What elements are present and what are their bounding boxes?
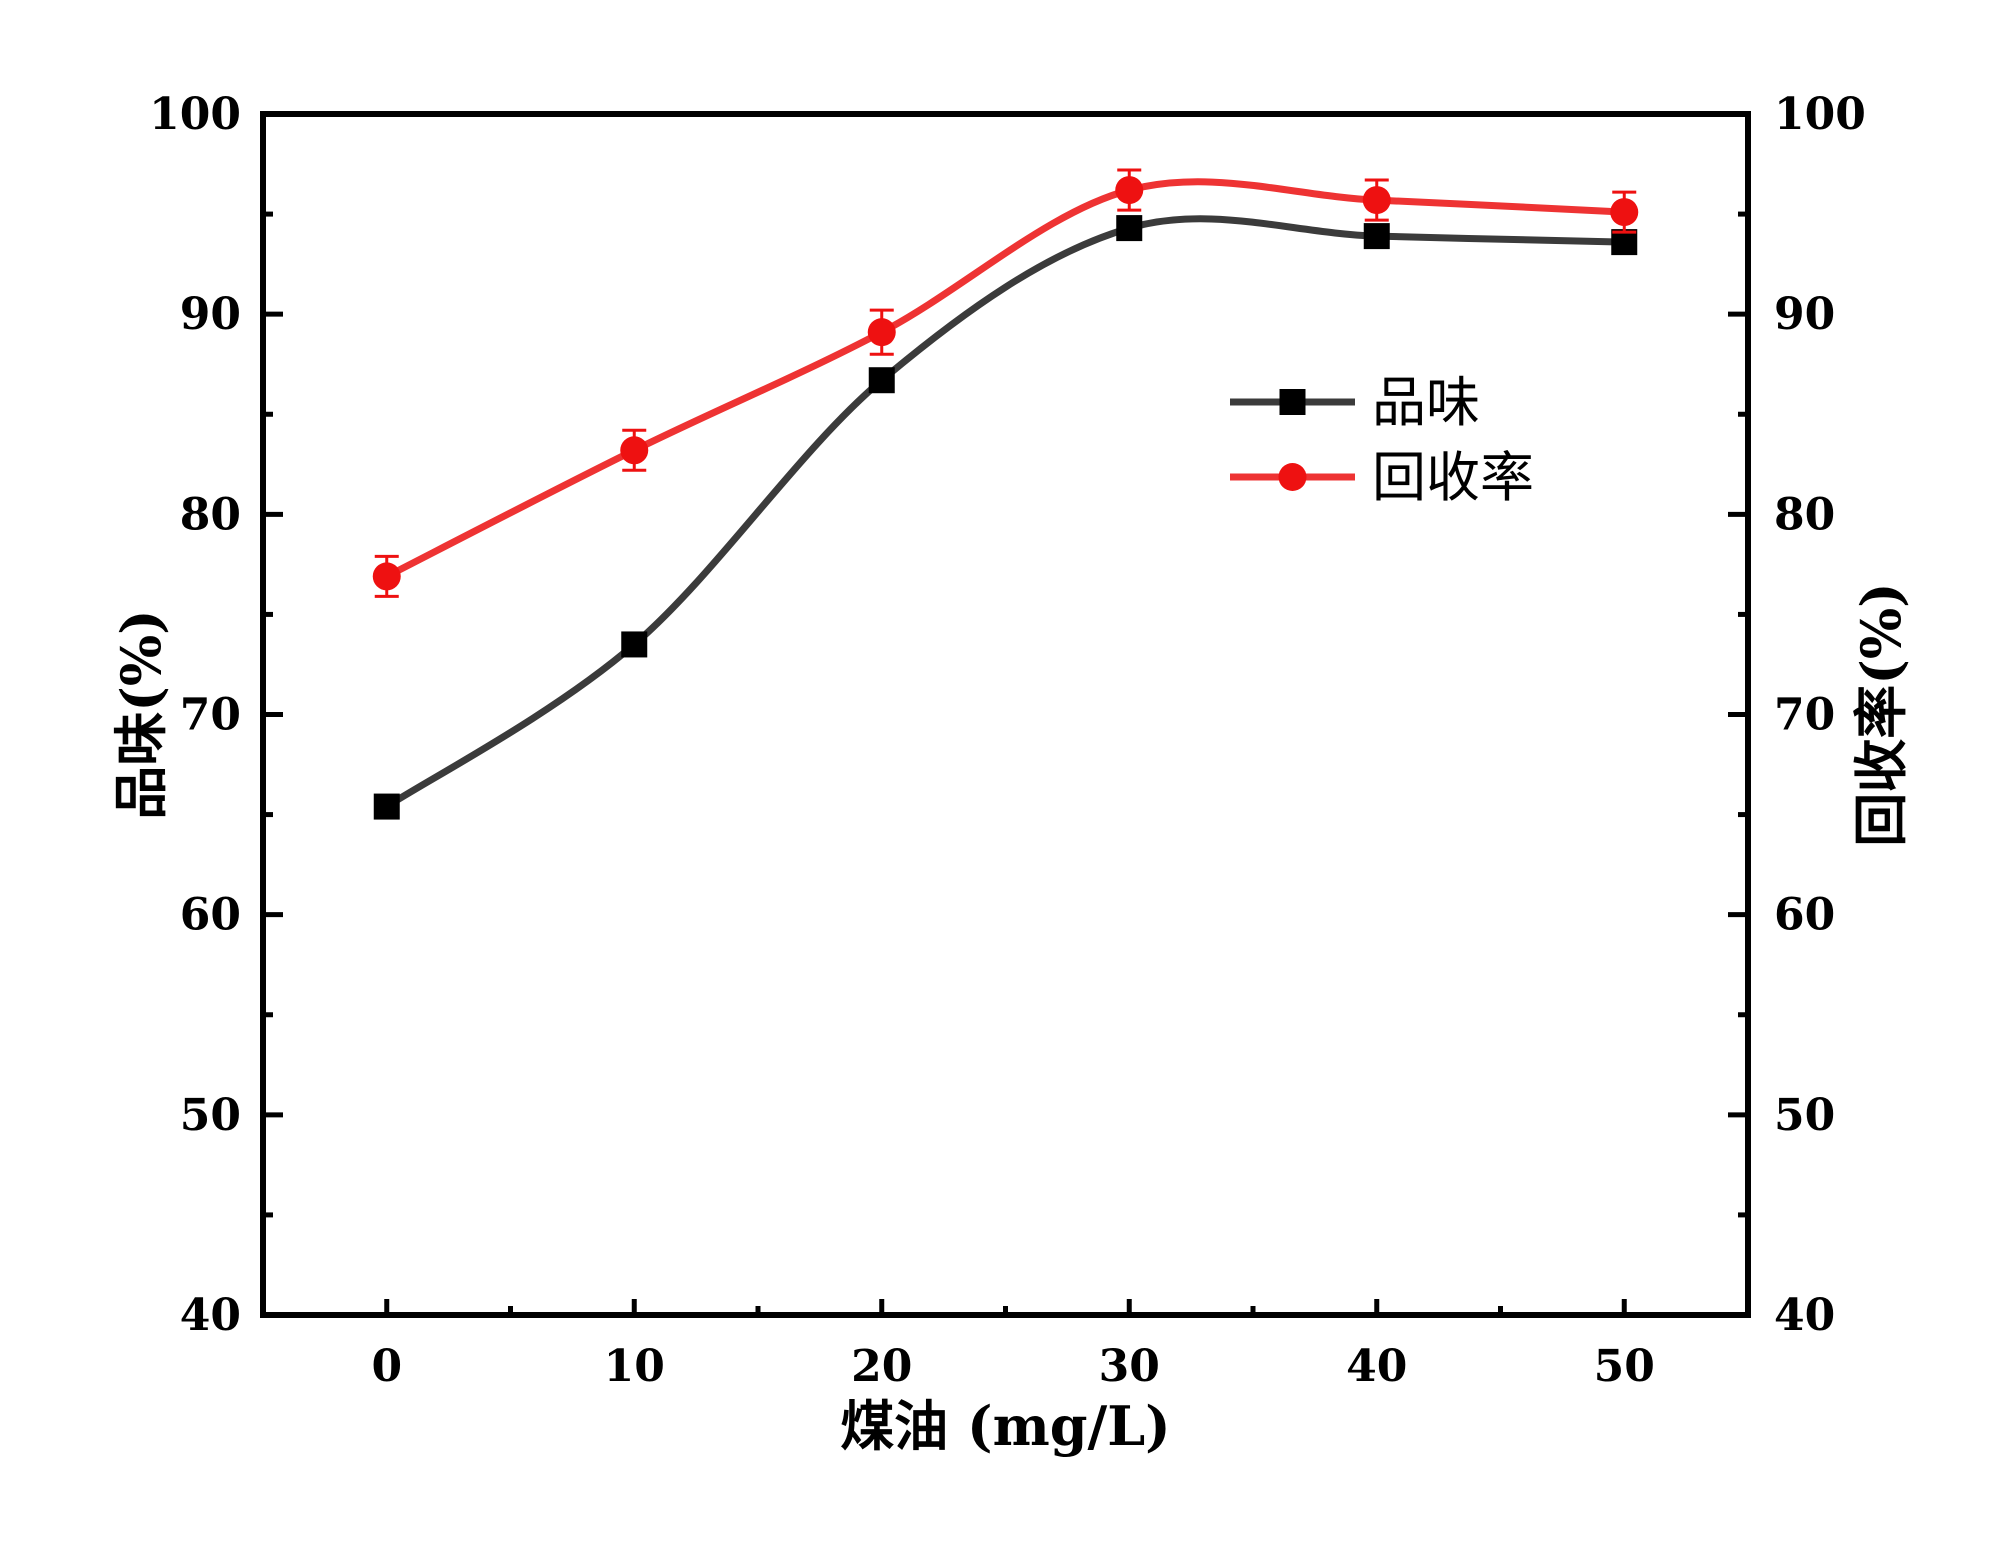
- data-point-circle: [620, 436, 649, 465]
- legend-marker-circle: [1278, 463, 1307, 491]
- x-axis-title: 煤油 (mg/L): [840, 1394, 1171, 1458]
- data-point-square: [868, 367, 895, 394]
- y2-tick-label: 70: [1774, 690, 1835, 741]
- data-point-square: [373, 793, 400, 820]
- y-tick-label: 80: [180, 489, 241, 540]
- y2-tick-label: 50: [1774, 1090, 1835, 1141]
- data-point-circle: [1115, 176, 1144, 205]
- data-point-circle: [372, 562, 401, 591]
- y2-tick-label: 60: [1774, 890, 1835, 941]
- y2-tick-label: 40: [1774, 1290, 1835, 1341]
- legend-marker-square: [1279, 389, 1306, 415]
- legend-label-1: 回收率: [1372, 446, 1534, 509]
- data-point-square: [1363, 223, 1390, 250]
- y2-tick-label: 100: [1774, 89, 1866, 140]
- y-tick-label: 40: [180, 1290, 241, 1341]
- y-tick-label: 90: [180, 289, 241, 340]
- series-line-0: [384, 215, 1625, 810]
- y2-tick-label: 90: [1774, 289, 1835, 340]
- data-point-square: [621, 631, 648, 658]
- series-line-1: [385, 178, 1625, 580]
- data-point-circle: [1610, 198, 1639, 227]
- y2-tick-label: 80: [1774, 489, 1835, 540]
- y2-axis-title: 回收率(%): [1849, 582, 1913, 846]
- y-tick-label: 60: [180, 890, 241, 941]
- plot-frame: [260, 111, 1751, 1318]
- x-tick-label: 40: [1346, 1341, 1407, 1392]
- y-tick-label: 100: [149, 89, 241, 140]
- legend-label-0: 品味: [1372, 371, 1480, 434]
- x-tick-label: 10: [604, 1341, 665, 1392]
- x-tick-label: 30: [1099, 1341, 1160, 1392]
- y-tick-label: 50: [180, 1090, 241, 1141]
- data-point-square: [1116, 215, 1143, 242]
- x-tick-label: 20: [851, 1341, 912, 1392]
- data-point-circle: [1362, 186, 1391, 215]
- y-axis-title: 品味(%): [109, 609, 173, 819]
- data-point-circle: [867, 318, 896, 347]
- x-tick-label: 0: [371, 1341, 402, 1392]
- x-tick-label: 50: [1594, 1341, 1655, 1392]
- y-tick-label: 70: [180, 690, 241, 741]
